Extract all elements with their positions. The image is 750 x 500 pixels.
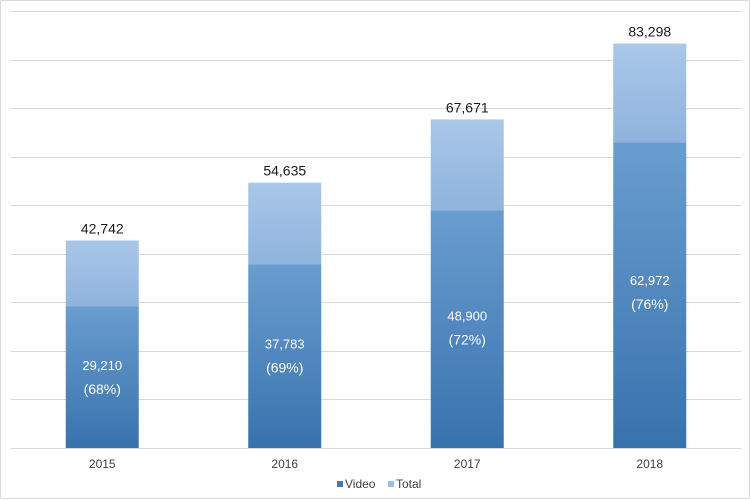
share-label: (72%) — [449, 332, 486, 348]
x-tick-label: 2016 — [271, 457, 298, 471]
video-label: 48,900 — [447, 309, 487, 324]
bar-total-2016 — [248, 182, 322, 265]
bar-total-2017 — [430, 119, 504, 211]
legend-label: Video — [345, 477, 376, 491]
share-label: (68%) — [84, 381, 121, 397]
total-label: 83,298 — [628, 24, 671, 40]
video-label: 62,972 — [630, 273, 670, 288]
bar-video-2017 — [430, 210, 504, 448]
x-tick-label: 2018 — [636, 457, 663, 471]
legend-swatch-total — [388, 481, 394, 487]
bar-video-2018 — [613, 142, 687, 448]
total-label: 42,742 — [81, 220, 124, 236]
legend: Video Total — [337, 477, 421, 491]
bar-total-2018 — [613, 43, 687, 143]
legend-swatch-video — [337, 481, 343, 487]
x-tick-label: 2015 — [89, 457, 116, 471]
data-labels: 42,742 29,210 (68%) 54,635 37,783 (69%) 67,671… — [81, 24, 672, 398]
x-axis: 2015 2016 2017 2018 — [11, 448, 741, 471]
x-tick-label: 2017 — [454, 457, 481, 471]
share-label: (69%) — [266, 360, 303, 376]
share-label: (76%) — [631, 296, 668, 312]
total-label: 67,671 — [446, 99, 489, 115]
total-label: 54,635 — [263, 163, 306, 179]
bar-video-2016 — [248, 264, 322, 448]
bars — [65, 43, 687, 448]
bar-total-2015 — [65, 240, 139, 307]
video-label: 29,210 — [82, 358, 122, 373]
legend-label: Total — [396, 477, 421, 491]
bar-video-2015 — [65, 306, 139, 448]
video-label: 37,783 — [265, 337, 305, 352]
